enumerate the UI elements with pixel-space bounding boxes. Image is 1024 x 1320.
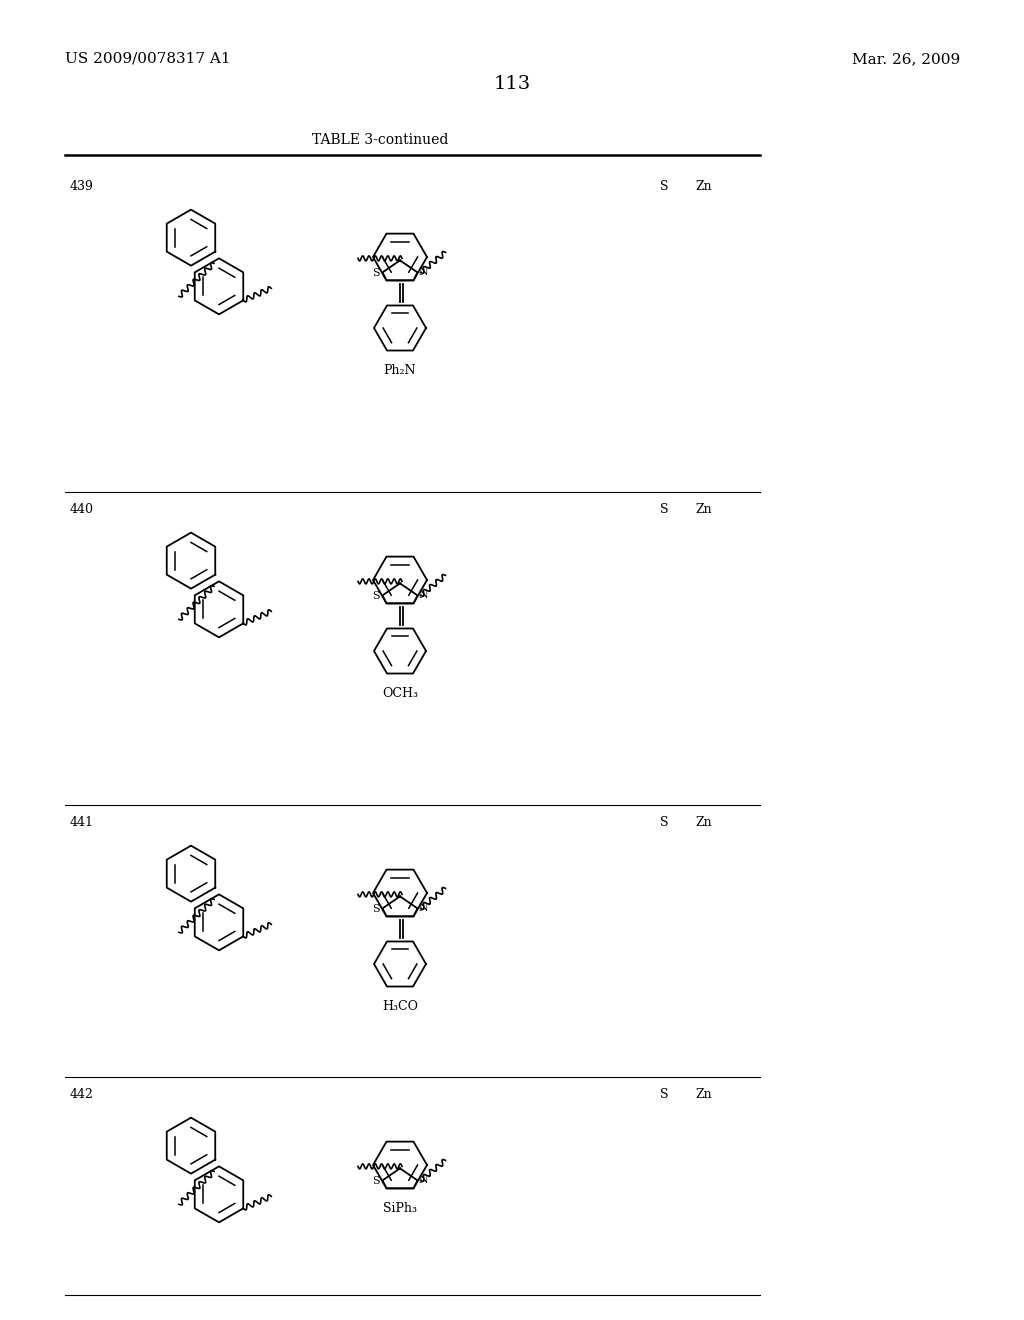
Text: 439: 439 xyxy=(70,180,94,193)
Text: S: S xyxy=(372,268,379,279)
Text: S: S xyxy=(660,503,669,516)
Text: 440: 440 xyxy=(70,503,94,516)
Text: OCH₃: OCH₃ xyxy=(382,686,418,700)
Text: S: S xyxy=(372,904,379,915)
Text: N: N xyxy=(419,903,428,913)
Text: S: S xyxy=(660,1088,669,1101)
Text: SiPh₃: SiPh₃ xyxy=(383,1203,417,1214)
Text: S: S xyxy=(372,1176,379,1187)
Text: N: N xyxy=(419,268,428,277)
Text: N: N xyxy=(419,590,428,601)
Text: N: N xyxy=(419,1175,428,1185)
Text: S: S xyxy=(660,816,669,829)
Text: 441: 441 xyxy=(70,816,94,829)
Text: H₃CO: H₃CO xyxy=(382,1001,418,1012)
Text: Mar. 26, 2009: Mar. 26, 2009 xyxy=(852,51,961,66)
Text: S: S xyxy=(660,180,669,193)
Text: 442: 442 xyxy=(70,1088,94,1101)
Text: Zn: Zn xyxy=(695,503,712,516)
Text: S: S xyxy=(372,591,379,602)
Text: Zn: Zn xyxy=(695,1088,712,1101)
Text: US 2009/0078317 A1: US 2009/0078317 A1 xyxy=(65,51,230,66)
Text: TABLE 3-continued: TABLE 3-continued xyxy=(312,133,449,147)
Text: Ph₂N: Ph₂N xyxy=(384,364,416,378)
Text: Zn: Zn xyxy=(695,180,712,193)
Text: Zn: Zn xyxy=(695,816,712,829)
Text: 113: 113 xyxy=(494,75,530,92)
